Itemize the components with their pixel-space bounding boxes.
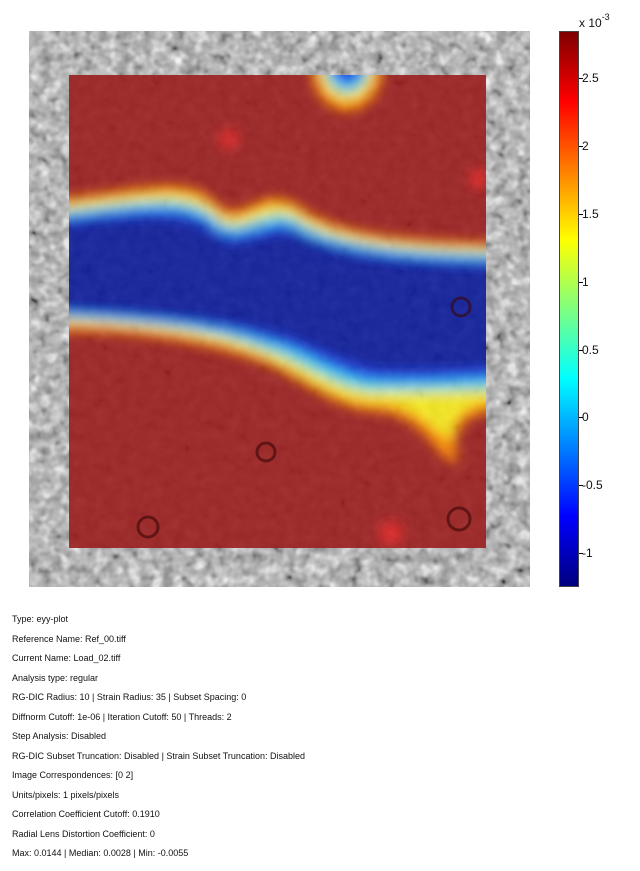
colorbar-exponent: -3: [601, 12, 610, 22]
strain-plot-svg: [29, 31, 530, 587]
info-line: RG-DIC Subset Truncation: Disabled | Str…: [12, 750, 305, 761]
colorbar-exponent-prefix: x 10: [579, 16, 602, 30]
colorbar-tick-mark: [579, 214, 583, 215]
colorbar-tick-mark: [579, 350, 583, 351]
info-line: Step Analysis: Disabled: [12, 731, 107, 741]
colorbar-tick-mark: [579, 553, 583, 554]
colorbar-tick-label: 0.5: [582, 343, 599, 357]
info-line: Reference Name: Ref_00.tiff: [12, 633, 126, 644]
info-line: Correlation Coefficient Cutoff: 0.1910: [12, 809, 160, 819]
info-line: Current Name: Load_02.tiff: [12, 653, 121, 663]
colorbar-tick-mark: [579, 282, 583, 283]
colorbar-tick-label: 0: [582, 410, 589, 424]
info-line: Analysis type: regular: [12, 672, 99, 683]
info-line: Units/pixels: 1 pixels/pixels: [12, 789, 120, 800]
colorbar-tick-mark: [579, 417, 583, 418]
colorbar-tick-label: 1: [582, 275, 589, 289]
info-line: Diffnorm Cutoff: 1e-06 | Iteration Cutof…: [12, 711, 232, 722]
colorbar-tick-mark: [579, 146, 583, 147]
colorbar-tick-label: -0.5: [582, 478, 603, 492]
colorbar-tick-mark: [579, 485, 583, 486]
colorbar-tick-label: 2.5: [582, 71, 599, 85]
colorbar-exponent-label: x 10-3: [579, 12, 610, 30]
info-line: Max: 0.0144 | Median: 0.0028 | Min: -0.0…: [12, 848, 189, 858]
colorbar-tick-mark: [579, 78, 583, 79]
colorbar-tick-label: 2: [582, 139, 589, 153]
info-line: Type: eyy-plot: [12, 614, 69, 624]
colorbar-tick-label: -1: [582, 546, 593, 560]
info-line: Image Correspondences: [0 2]: [12, 770, 134, 780]
strain-overlay: [69, 75, 486, 548]
info-line: Radial Lens Distortion Coefficient: 0: [12, 828, 155, 839]
analysis-info-panel: Type: eyy-plot Reference Name: Ref_00.tif…: [12, 613, 612, 867]
strain-plot-image: [29, 31, 530, 587]
info-line: RG-DIC Radius: 10 | Strain Radius: 35 | …: [12, 692, 247, 702]
colorbar-tick-label: 1.5: [582, 207, 599, 221]
colorbar: [559, 31, 579, 587]
